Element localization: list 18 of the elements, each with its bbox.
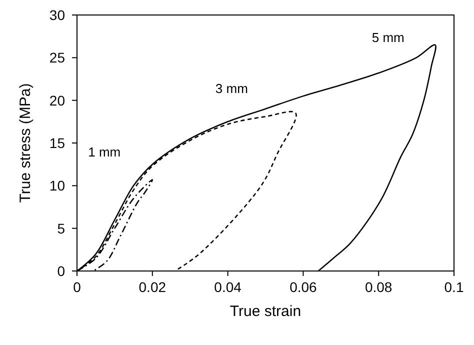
x-tick-label: 0.02 [138,279,166,295]
series-label: 3 mm [215,81,248,96]
text: 1 mm [88,144,121,160]
series-label: 5 mm [372,30,404,45]
x-tick-label: 0.1 [444,279,464,295]
x-tick-label: 0.06 [290,279,318,295]
y-tick-label: 10 [49,178,66,194]
x-tick-label: 0 [73,279,82,295]
y-tick-label: 5 [57,220,66,236]
y-tick-label: 20 [49,92,66,108]
y-tick-label: 25 [49,50,66,66]
y-tick-label: 15 [49,135,66,151]
x-axis-title: True strain [230,303,302,320]
y-tick-label: 0 [57,263,66,279]
y-axis-title: True stress (MPa) [17,83,34,203]
x-tick-label: 0.04 [214,279,242,295]
y-tick-label: 30 [49,7,66,23]
x-tick-label: 0.08 [364,279,392,295]
